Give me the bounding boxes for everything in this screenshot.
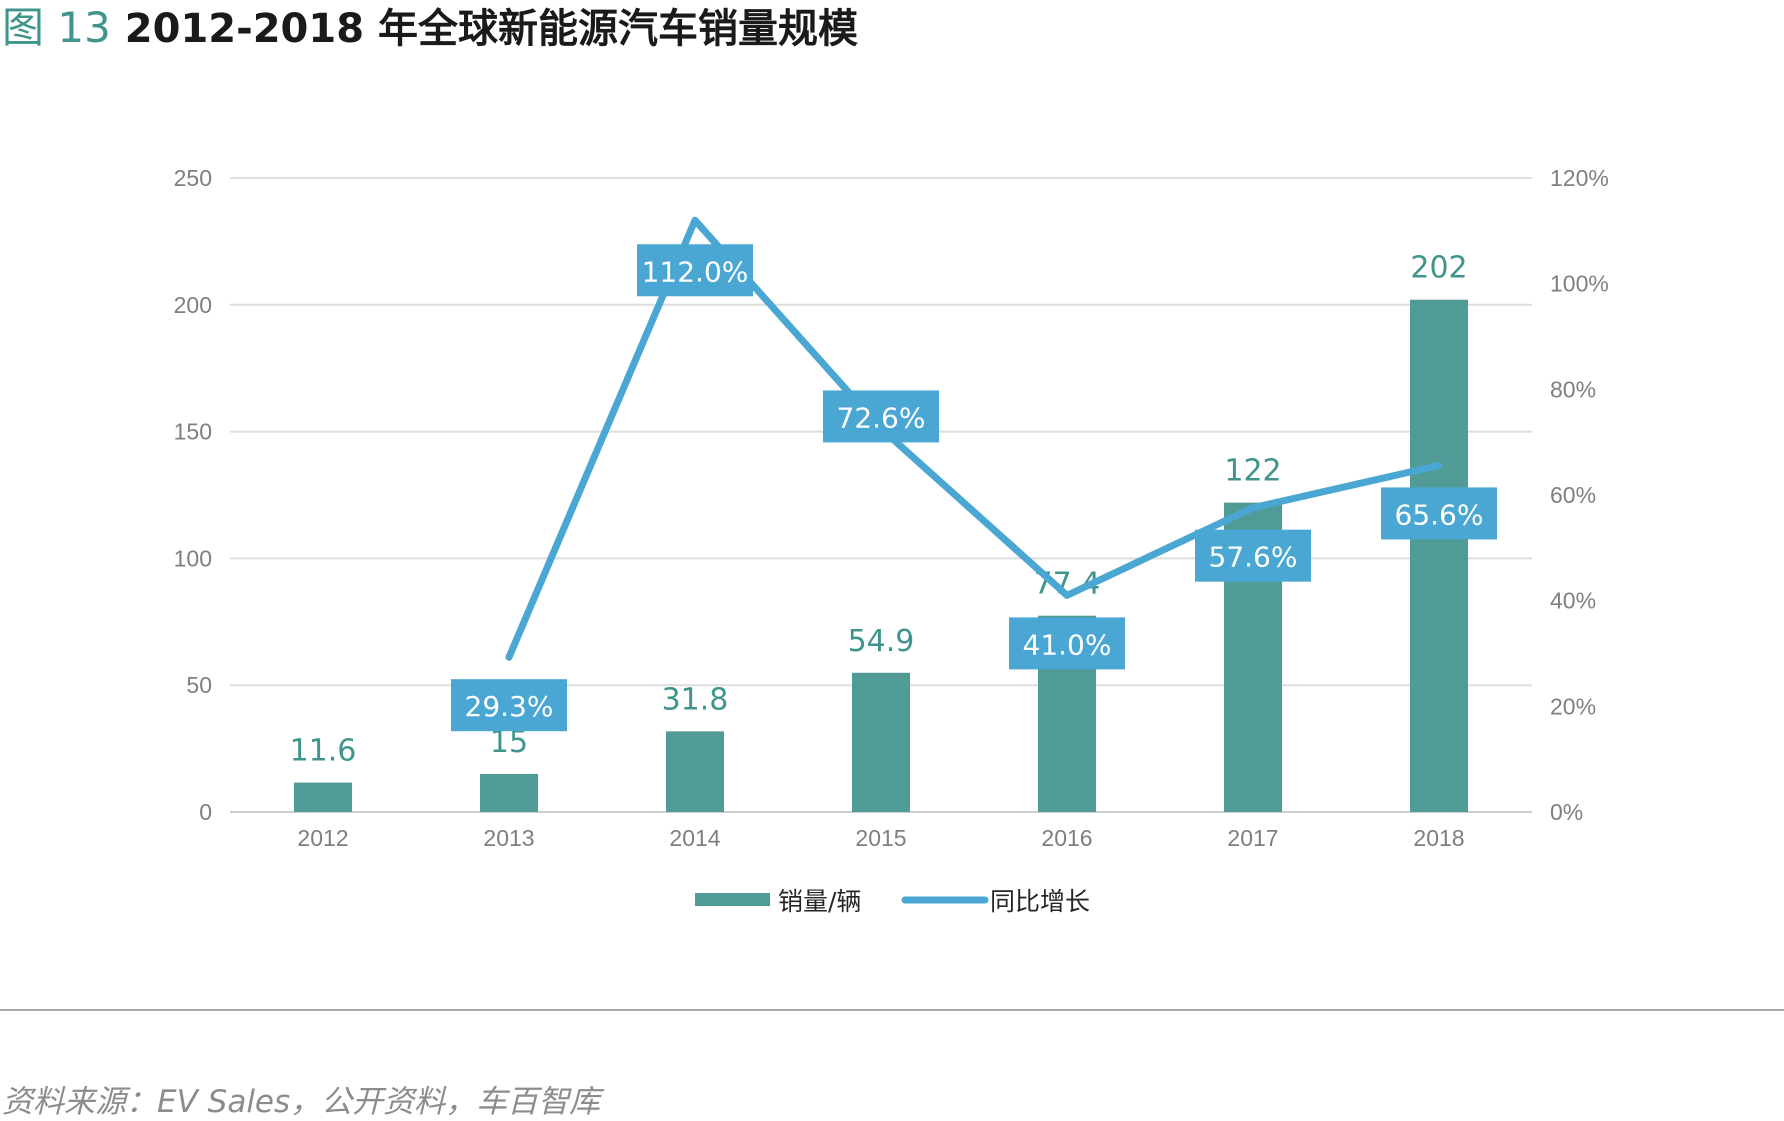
- growth-label-box: [451, 679, 567, 732]
- line-series: 29.3% 112.0% 72.6% 41.0% 57.6% 65.6%: [451, 216, 1497, 732]
- bar-value-label: 202: [1410, 251, 1467, 286]
- growth-label-box: [823, 390, 939, 443]
- bar: [294, 782, 352, 812]
- y2-tick-label: 40%: [1550, 588, 1596, 614]
- bar-value-label: 122: [1224, 454, 1281, 489]
- x-tick-label: 2018: [1413, 825, 1464, 851]
- bar-value-label: 31.8: [662, 682, 729, 717]
- y-tick-label: 100: [174, 545, 212, 571]
- bar: [480, 773, 538, 812]
- x-tick-label: 2014: [669, 825, 720, 851]
- growth-label-box: [637, 244, 753, 297]
- chart-title: 2012-2018 年全球新能源汽车销量规模: [124, 6, 858, 52]
- bar-value-label: 11.6: [290, 734, 357, 769]
- x-tick-label: 2015: [855, 825, 906, 851]
- x-tick-label: 2013: [483, 825, 534, 851]
- source-note: 资料来源：EV Sales，公开资料，车百智库: [2, 1084, 601, 1120]
- y2-tick-label: 120%: [1550, 165, 1609, 191]
- growth-label: 41.0%: [1023, 628, 1112, 661]
- growth-label-box: [1009, 617, 1125, 670]
- bar: [1410, 299, 1468, 812]
- growth-label: 112.0%: [642, 255, 749, 288]
- legend-swatch-bar: [695, 893, 770, 906]
- figure-header: 图 13 2012-2018 年全球新能源汽车销量规模: [2, 0, 858, 54]
- growth-label: 57.6%: [1209, 541, 1298, 574]
- x-tick-label: 2012: [297, 825, 348, 851]
- y-tick-label: 150: [174, 419, 212, 445]
- y-tick-label: 250: [174, 165, 212, 191]
- growth-label: 29.3%: [465, 690, 554, 723]
- growth-label-box: [1381, 487, 1497, 540]
- legend-label-line: 同比增长: [990, 887, 1090, 916]
- y2-tick-label: 0%: [1550, 799, 1583, 825]
- legend-label-bar: 销量/辆: [778, 887, 861, 916]
- axis-labels: 0 50 100 150 200 250 0% 20% 40% 60% 80% 100% 120% 201…: [174, 165, 1609, 851]
- growth-label: 65.6%: [1395, 498, 1484, 531]
- bar: [666, 731, 724, 812]
- y-tick-label: 200: [174, 292, 212, 318]
- legend: 销量/辆 同比增长: [695, 887, 1090, 916]
- y-tick-label: 50: [186, 672, 212, 698]
- growth-label: 72.6%: [837, 401, 926, 434]
- divider: [0, 1009, 1784, 1011]
- y2-tick-label: 100%: [1550, 271, 1609, 297]
- figure-number: 图 13: [2, 3, 111, 52]
- growth-label-box: [1195, 529, 1311, 582]
- y2-tick-label: 80%: [1550, 376, 1596, 402]
- y-tick-label: 0: [199, 799, 212, 825]
- x-tick-label: 2017: [1227, 825, 1278, 851]
- y2-tick-label: 20%: [1550, 693, 1596, 719]
- y2-tick-label: 60%: [1550, 482, 1596, 508]
- bar: [852, 672, 910, 812]
- x-tick-label: 2016: [1041, 825, 1092, 851]
- bar-value-label: 54.9: [848, 624, 915, 659]
